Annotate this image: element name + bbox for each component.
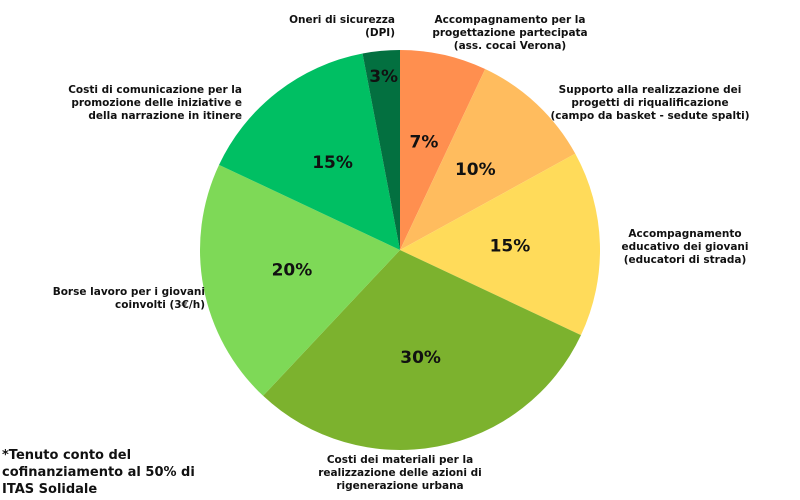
pct-label-materiali: 30%	[400, 348, 441, 368]
slice-borse-lavoro	[200, 164, 400, 396]
label-accompagnamento-educativo: Accompagnamento educativo dei giovani (e…	[621, 228, 749, 266]
pct-label-oneri-sicurezza: 3%	[369, 67, 398, 87]
label-progettazione-partecipata: Accompagnamento per la progettazione par…	[432, 14, 588, 52]
slice-comunicazione	[219, 53, 400, 251]
label-costi-comunicazione: Costi di comunicazione per la promozione…	[68, 84, 242, 122]
label-oneri-sicurezza: Oneri di sicurezza (DPI)	[289, 14, 395, 39]
label-borse-lavoro: Borse lavoro per i giovani coinvolti (3€…	[52, 286, 205, 311]
label-costi-materiali: Costi dei materiali per la realizzazione…	[318, 454, 482, 492]
pct-label-educativo: 15%	[490, 237, 531, 257]
label-riqualificazione: Supporto alla realizzazione dei progetti…	[550, 84, 750, 122]
pct-label-borse-lavoro: 20%	[272, 261, 313, 281]
pct-label-comunicazione: 15%	[312, 153, 353, 173]
cofinanziamento-note: *Tenuto conto del cofinanziamento al 50%…	[2, 448, 195, 497]
slice-progettazione	[400, 50, 486, 250]
pct-label-progettazione: 7%	[410, 133, 439, 153]
slice-riqualificazione	[400, 69, 576, 250]
pct-label-riqualificazione: 10%	[455, 160, 496, 180]
slice-educativo	[400, 153, 600, 336]
slice-oneri-sicurezza	[362, 50, 400, 250]
slice-materiali	[263, 250, 581, 450]
